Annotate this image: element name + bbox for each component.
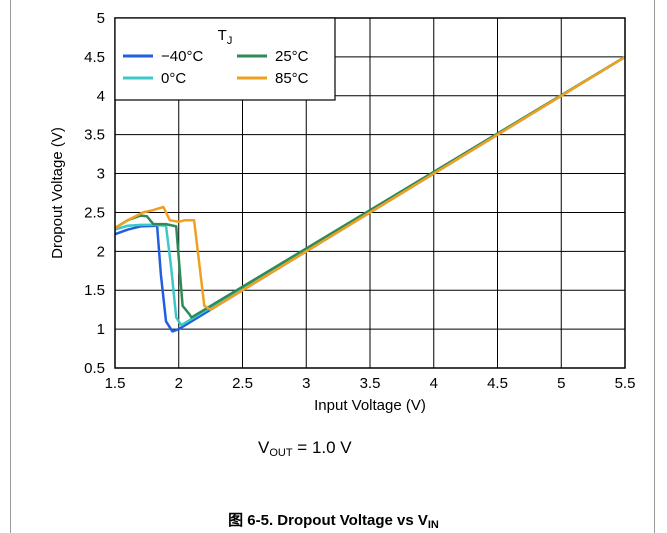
caption-text: 图 6-5. Dropout Voltage vs V — [228, 512, 428, 529]
page-frame — [10, 0, 655, 533]
y-axis-title: Dropout Voltage (V) — [49, 127, 66, 259]
series-line — [114, 55, 626, 327]
x-tick-label: 3.5 — [360, 375, 381, 392]
legend-label: −40°C — [161, 48, 203, 65]
condition-value: = 1.0 V — [292, 438, 352, 457]
series-lines — [114, 55, 626, 333]
series-line — [114, 55, 626, 333]
x-tick-label: 4 — [430, 375, 438, 392]
x-tick-label: 5 — [557, 375, 565, 392]
series-line — [114, 55, 626, 311]
x-tick-label: 1.5 — [105, 375, 126, 392]
y-tick-label: 3.5 — [84, 127, 105, 144]
legend-label: 85°C — [275, 70, 309, 87]
test-condition: VOUT = 1.0 V — [258, 438, 352, 459]
plot-area-border — [114, 17, 626, 369]
y-tick-label: 3 — [97, 166, 105, 183]
y-tick-label: 5 — [97, 10, 105, 27]
y-tick-label: 2 — [97, 243, 105, 260]
legend-box — [114, 17, 336, 101]
caption-subscript: IN — [427, 519, 439, 531]
tick-labels: 1.5 2 2.5 3 3.5 4 4.5 5 5.5 0.5 1 1.5 2 2.5 3 3.5 4 4.5 5 — [84, 10, 635, 392]
y-tick-label: 0.5 — [84, 360, 105, 377]
legend-label: 25°C — [275, 48, 309, 65]
y-tick-label: 2.5 — [84, 204, 105, 221]
x-tick-label: 2.5 — [232, 375, 253, 392]
x-axis-title: Input Voltage (V) — [314, 397, 426, 414]
x-tick-label: 5.5 — [615, 375, 636, 392]
condition-subscript: OUT — [269, 447, 293, 459]
y-tick-label: 4 — [97, 88, 105, 105]
figure-caption: 图 6-5. Dropout Voltage vs VIN — [0, 509, 667, 531]
y-tick-label: 1.5 — [84, 282, 105, 299]
x-tick-label: 4.5 — [487, 375, 508, 392]
y-tick-label: 1 — [97, 321, 105, 338]
condition-symbol: V — [258, 438, 270, 457]
legend-label: 0°C — [161, 70, 186, 87]
y-tick-label: 4.5 — [84, 49, 105, 66]
legend: TJ −40°C 25°C 0°C 85°C — [114, 17, 336, 101]
x-tick-label: 2 — [175, 375, 183, 392]
x-tick-label: 3 — [302, 375, 310, 392]
legend-title: TJ — [218, 27, 233, 47]
